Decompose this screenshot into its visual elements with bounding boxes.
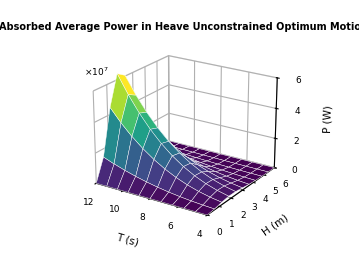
Text: $\times 10^7$: $\times 10^7$: [84, 66, 109, 78]
X-axis label: T (s): T (s): [115, 232, 140, 248]
Y-axis label: H (m): H (m): [260, 213, 290, 238]
Title: Absorbed Average Power in Heave Unconstrained Optimum Motion: Absorbed Average Power in Heave Unconstr…: [0, 22, 359, 32]
